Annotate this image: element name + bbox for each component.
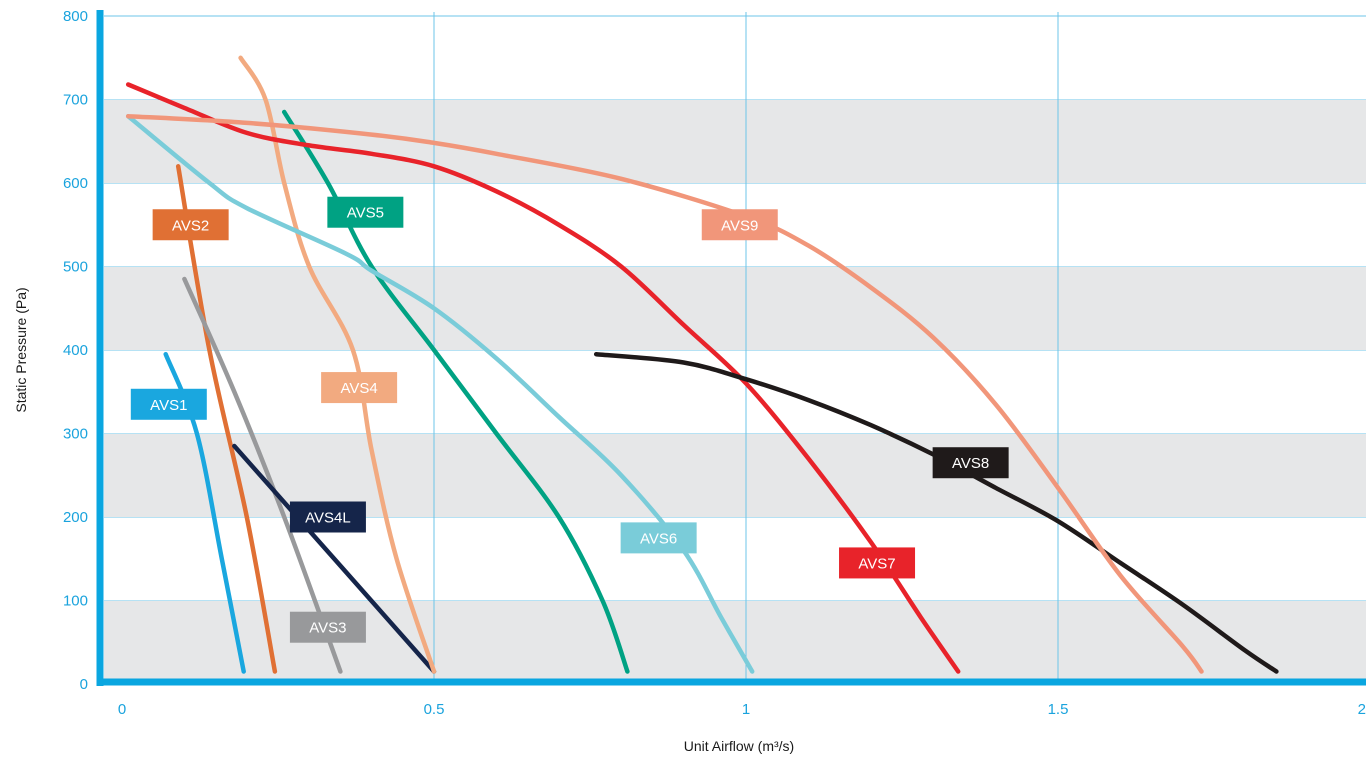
y-tick-label: 0 bbox=[80, 676, 88, 693]
series-label-text: AVS8 bbox=[952, 455, 989, 472]
series-label-avs5: AVS5 bbox=[327, 196, 404, 228]
series-label-avs6: AVS6 bbox=[620, 522, 697, 554]
series-label-box bbox=[289, 611, 366, 643]
series-label-text: AVS6 bbox=[640, 530, 677, 547]
x-tick-label: 1 bbox=[742, 701, 750, 718]
series-line-avs2 bbox=[175, 164, 278, 674]
series-labels: AVS1 AVS2 AVS3 AVS4L AVS4 AVS5 AVS6 AVS7 AVS8 AVS… bbox=[130, 196, 1009, 643]
series-label-avs7: AVS7 bbox=[839, 547, 916, 579]
y-tick-label: 600 bbox=[63, 175, 88, 192]
series-line-avs5 bbox=[281, 109, 630, 674]
series-label-avs4l: AVS4L bbox=[289, 501, 366, 533]
series-label-avs8: AVS8 bbox=[932, 447, 1009, 479]
grid-band bbox=[104, 350, 1366, 434]
series-label-avs9: AVS9 bbox=[701, 209, 778, 241]
series-label-box bbox=[932, 447, 1009, 479]
series-label-avs3: AVS3 bbox=[289, 611, 366, 643]
series-label-text: AVS1 bbox=[150, 397, 187, 414]
series-label-box bbox=[701, 209, 778, 241]
y-tick-label: 800 bbox=[63, 8, 88, 25]
series-line-avs9 bbox=[125, 113, 1204, 674]
series-label-text: AVS9 bbox=[721, 217, 758, 234]
grid-band bbox=[104, 16, 1366, 100]
series-line-avs3 bbox=[182, 276, 343, 674]
series-label-box bbox=[321, 372, 398, 404]
series-label-text: AVS2 bbox=[172, 217, 209, 234]
series-label-box bbox=[130, 388, 207, 420]
grid-bands bbox=[104, 15, 1366, 684]
y-tick-label: 100 bbox=[63, 593, 88, 610]
x-tick-label: 2 bbox=[1358, 701, 1366, 718]
series-label-box bbox=[327, 196, 404, 228]
y-axis-title: Static Pressure (Pa) bbox=[13, 287, 29, 412]
y-tick-label: 700 bbox=[63, 92, 88, 109]
series-label-text: AVS5 bbox=[347, 205, 384, 222]
y-tick-label: 500 bbox=[63, 259, 88, 276]
axes bbox=[96, 10, 1366, 686]
series-label-box bbox=[839, 547, 916, 579]
x-axis-title: Unit Airflow (m³/s) bbox=[684, 738, 794, 754]
series-label-box bbox=[289, 501, 366, 533]
y-tick-label: 200 bbox=[63, 509, 88, 526]
series-label-text: AVS3 bbox=[309, 620, 346, 637]
grid-band bbox=[104, 266, 1366, 350]
x-tick-label: 1.5 bbox=[1048, 701, 1069, 718]
series-line-avs4l bbox=[232, 443, 437, 674]
series-label-text: AVS4L bbox=[305, 510, 351, 527]
grid-band bbox=[104, 99, 1366, 183]
y-tick-label: 400 bbox=[63, 342, 88, 359]
y-tick-labels: 0 100 200 300 400 500 600 700 800 bbox=[63, 8, 88, 693]
x-tick-labels: 0 0.5 1 1.5 2 bbox=[118, 701, 1366, 718]
series-line-avs7 bbox=[125, 82, 961, 674]
series-label-text: AVS4 bbox=[340, 380, 377, 397]
series-label-box bbox=[620, 522, 697, 554]
series-label-avs4: AVS4 bbox=[321, 372, 398, 404]
x-tick-label: 0.5 bbox=[424, 701, 445, 718]
series-label-avs2: AVS2 bbox=[152, 209, 229, 241]
x-tick-label: 0 bbox=[118, 701, 126, 718]
series-label-text: AVS7 bbox=[858, 555, 895, 572]
series-label-avs1: AVS1 bbox=[130, 388, 207, 420]
y-tick-label: 300 bbox=[63, 426, 88, 443]
series-label-box bbox=[152, 209, 229, 241]
